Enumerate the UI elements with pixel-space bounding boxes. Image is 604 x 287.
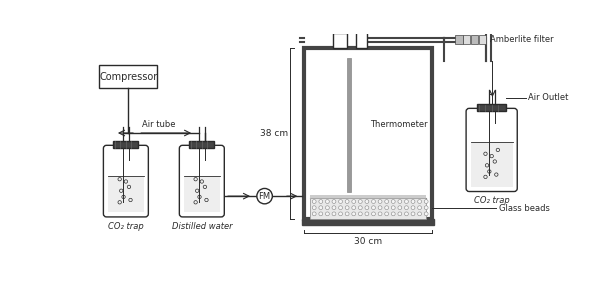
Circle shape (385, 212, 388, 216)
Circle shape (371, 212, 376, 216)
Circle shape (339, 212, 342, 216)
Bar (310, 195, 426, 198)
Circle shape (326, 199, 329, 203)
Bar (304, 48, 432, 219)
Circle shape (352, 212, 356, 216)
Circle shape (312, 212, 316, 216)
Text: 38 cm: 38 cm (260, 129, 288, 138)
Bar (471, 142, 513, 187)
Circle shape (257, 189, 272, 204)
Circle shape (391, 199, 395, 203)
Circle shape (405, 199, 408, 203)
Circle shape (378, 212, 382, 216)
FancyBboxPatch shape (466, 108, 517, 191)
Text: CO₂ trap: CO₂ trap (474, 196, 510, 205)
Text: Compressor: Compressor (99, 72, 157, 82)
Circle shape (358, 212, 362, 216)
Circle shape (398, 212, 402, 216)
Circle shape (411, 212, 415, 216)
Circle shape (424, 199, 428, 203)
Circle shape (365, 199, 369, 203)
Circle shape (405, 212, 408, 216)
Circle shape (319, 212, 323, 216)
Circle shape (371, 206, 376, 210)
Bar (108, 176, 144, 212)
Circle shape (312, 206, 316, 210)
Circle shape (358, 206, 362, 210)
Bar (189, 141, 214, 148)
Bar (184, 176, 220, 212)
Circle shape (358, 199, 362, 203)
Circle shape (332, 206, 336, 210)
Circle shape (326, 212, 329, 216)
Circle shape (398, 199, 402, 203)
Circle shape (391, 206, 395, 210)
Circle shape (345, 212, 349, 216)
Circle shape (319, 206, 323, 210)
Text: CO₂ trap: CO₂ trap (108, 222, 144, 230)
Circle shape (405, 206, 408, 210)
Circle shape (332, 199, 336, 203)
Circle shape (411, 199, 415, 203)
Bar (463, 35, 471, 44)
Bar (347, 58, 351, 191)
Circle shape (326, 206, 329, 210)
Bar (310, 55, 426, 219)
Circle shape (424, 212, 428, 216)
Circle shape (411, 206, 415, 210)
Bar (99, 65, 157, 88)
Circle shape (378, 199, 382, 203)
Circle shape (385, 199, 388, 203)
Text: Thermometer: Thermometer (370, 121, 428, 129)
Bar (114, 141, 138, 148)
Circle shape (417, 199, 422, 203)
Bar (310, 198, 426, 219)
Circle shape (365, 206, 369, 210)
Circle shape (391, 212, 395, 216)
Circle shape (345, 199, 349, 203)
Bar (302, 219, 434, 225)
Circle shape (365, 212, 369, 216)
Circle shape (345, 206, 349, 210)
Bar (471, 35, 478, 44)
Circle shape (332, 212, 336, 216)
Text: Glass beads: Glass beads (499, 204, 550, 213)
Circle shape (417, 212, 422, 216)
Text: Air Outlet: Air Outlet (528, 93, 568, 102)
Bar (333, 33, 347, 48)
Bar (478, 35, 486, 44)
Text: FM: FM (259, 192, 271, 201)
Circle shape (352, 206, 356, 210)
FancyBboxPatch shape (103, 145, 149, 217)
Circle shape (424, 206, 428, 210)
Circle shape (385, 206, 388, 210)
Circle shape (417, 206, 422, 210)
Circle shape (398, 206, 402, 210)
Text: Distilled water: Distilled water (172, 222, 232, 230)
Circle shape (378, 206, 382, 210)
FancyBboxPatch shape (179, 145, 224, 217)
Bar (477, 104, 506, 111)
Circle shape (312, 199, 316, 203)
Circle shape (339, 199, 342, 203)
Circle shape (352, 199, 356, 203)
Bar (455, 35, 463, 44)
Text: 30 cm: 30 cm (354, 237, 382, 246)
Bar (356, 29, 367, 48)
Circle shape (339, 206, 342, 210)
Circle shape (319, 199, 323, 203)
Text: Amberlite filter: Amberlite filter (490, 35, 554, 44)
Circle shape (371, 199, 376, 203)
Text: Air tube: Air tube (142, 120, 176, 129)
